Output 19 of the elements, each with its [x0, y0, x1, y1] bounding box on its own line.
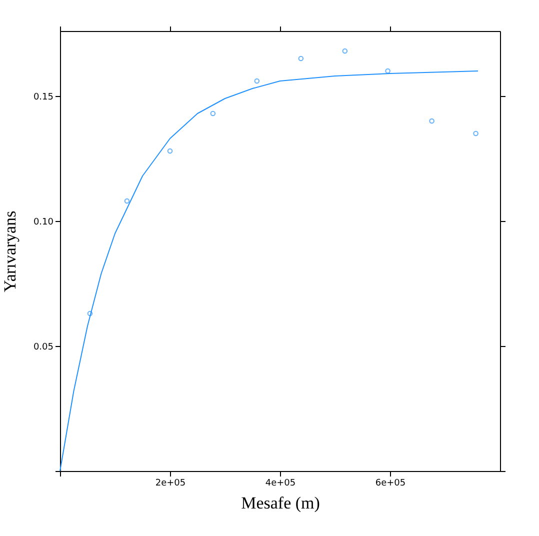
- point: [385, 68, 390, 74]
- y-tick-label: 0.05: [33, 342, 54, 352]
- point: [87, 310, 93, 316]
- y-tick-label: 0.15: [33, 92, 54, 102]
- point: [124, 198, 130, 204]
- x-tick-label: 2e+05: [155, 478, 186, 488]
- point: [167, 148, 173, 154]
- x-tick-label: 4e+05: [265, 478, 296, 488]
- point: [342, 48, 348, 54]
- point: [254, 78, 260, 84]
- point: [429, 118, 434, 124]
- y-tick-label: 0.10: [33, 218, 54, 228]
- x-axis-title: Mesafe (m): [241, 494, 320, 512]
- point: [298, 56, 304, 62]
- point: [210, 110, 216, 116]
- x-tick-label: 6e+05: [375, 478, 406, 488]
- line-series: [60, 70, 478, 472]
- point: [473, 130, 478, 136]
- y-axis-title: Yarıvaryans: [0, 210, 20, 292]
